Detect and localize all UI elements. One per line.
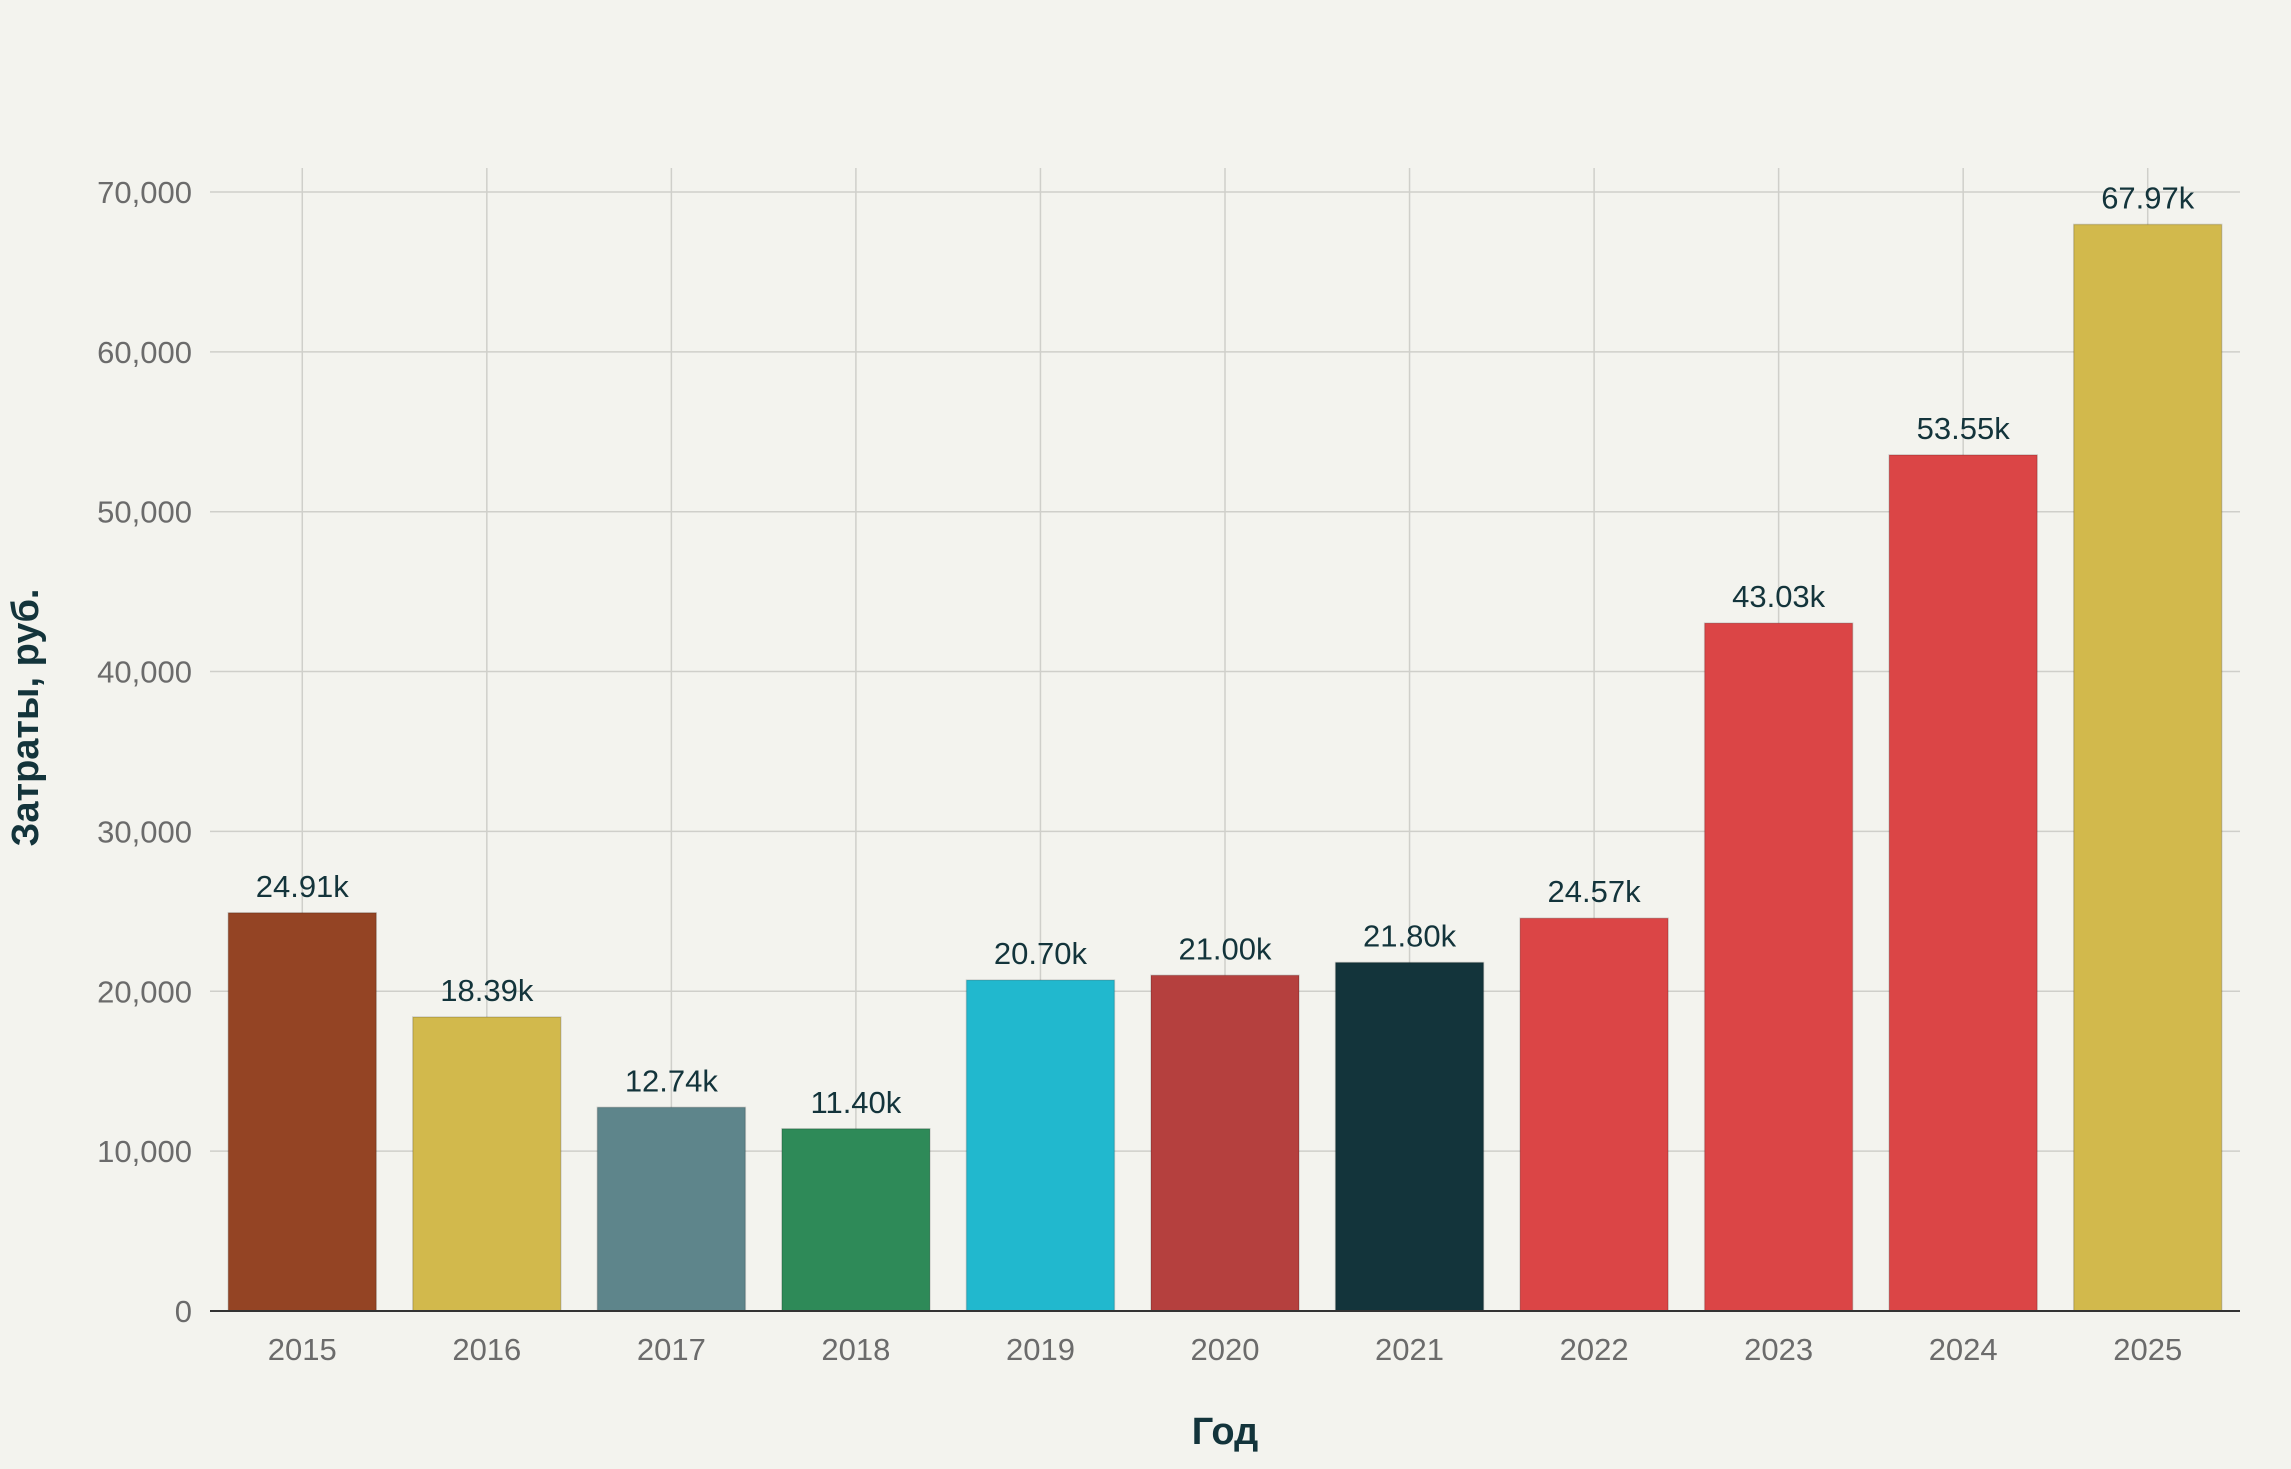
data-label-2019: 20.70k — [994, 936, 1088, 971]
bar-2021 — [1334, 961, 1485, 1312]
data-label-2022: 24.57k — [1548, 874, 1642, 909]
x-tick-label-2017: 2017 — [637, 1332, 706, 1367]
data-label-2015: 24.91k — [256, 869, 350, 904]
y-axis-ticks: 0 10,000 20,000 30,000 40,000 50,000 60,000 70,… — [97, 175, 192, 1329]
x-axis-ticks: 2015 2016 2017 2018 2019 2020 2021 2022 2023 2024… — [268, 1332, 2182, 1367]
y-axis-title: Затраты, руб. — [5, 589, 47, 847]
bars — [227, 223, 2223, 1312]
data-labels: 24.91k 18.39k 12.74k 11.40k 20.70k 21.00k 21.8… — [256, 180, 2195, 1119]
x-tick-label-2018: 2018 — [821, 1332, 890, 1367]
bar-2017 — [596, 1106, 747, 1312]
bar-2025 — [2072, 223, 2223, 1312]
x-tick-label-2015: 2015 — [268, 1332, 337, 1367]
y-tick-label: 60,000 — [97, 335, 192, 370]
x-tick-label-2020: 2020 — [1191, 1332, 1260, 1367]
data-label-2021: 21.80k — [1363, 919, 1457, 954]
bar-2015 — [227, 912, 378, 1312]
bar-2024 — [1888, 454, 2038, 1312]
data-label-2018: 11.40k — [811, 1085, 902, 1120]
y-tick-label: 40,000 — [97, 655, 192, 690]
axes: 0 10,000 20,000 30,000 40,000 50,000 60,000 70,… — [5, 175, 2240, 1453]
y-tick-label: 20,000 — [97, 974, 192, 1009]
data-label-2016: 18.39k — [440, 973, 534, 1008]
x-tick-label-2019: 2019 — [1006, 1332, 1075, 1367]
data-label-2017: 12.74k — [625, 1063, 719, 1098]
bar-2016 — [412, 1016, 562, 1312]
x-tick-label-2023: 2023 — [1744, 1332, 1813, 1367]
data-label-2025: 67.97k — [2101, 180, 2195, 215]
x-tick-label-2021: 2021 — [1375, 1332, 1444, 1367]
x-tick-label-2025: 2025 — [2113, 1332, 2182, 1367]
y-tick-label: 10,000 — [97, 1134, 192, 1169]
y-tick-label: 30,000 — [97, 814, 192, 849]
bar-2020 — [1150, 974, 1300, 1312]
x-tick-label-2024: 2024 — [1929, 1332, 1998, 1367]
data-label-2020: 21.00k — [1178, 931, 1272, 966]
bar-2023 — [1703, 622, 1854, 1312]
bar-2018 — [781, 1128, 931, 1312]
bar-2022 — [1519, 917, 1669, 1312]
x-tick-label-2016: 2016 — [452, 1332, 521, 1367]
x-axis-title: Год — [1192, 1411, 1258, 1453]
y-tick-label: 70,000 — [97, 175, 192, 210]
data-label-2023: 43.03k — [1732, 579, 1826, 614]
x-tick-label-2022: 2022 — [1560, 1332, 1629, 1367]
y-tick-label: 50,000 — [97, 495, 192, 530]
y-tick-label: 0 — [175, 1294, 192, 1329]
bar-2019 — [965, 979, 1116, 1312]
data-label-2024: 53.55k — [1917, 411, 2011, 446]
